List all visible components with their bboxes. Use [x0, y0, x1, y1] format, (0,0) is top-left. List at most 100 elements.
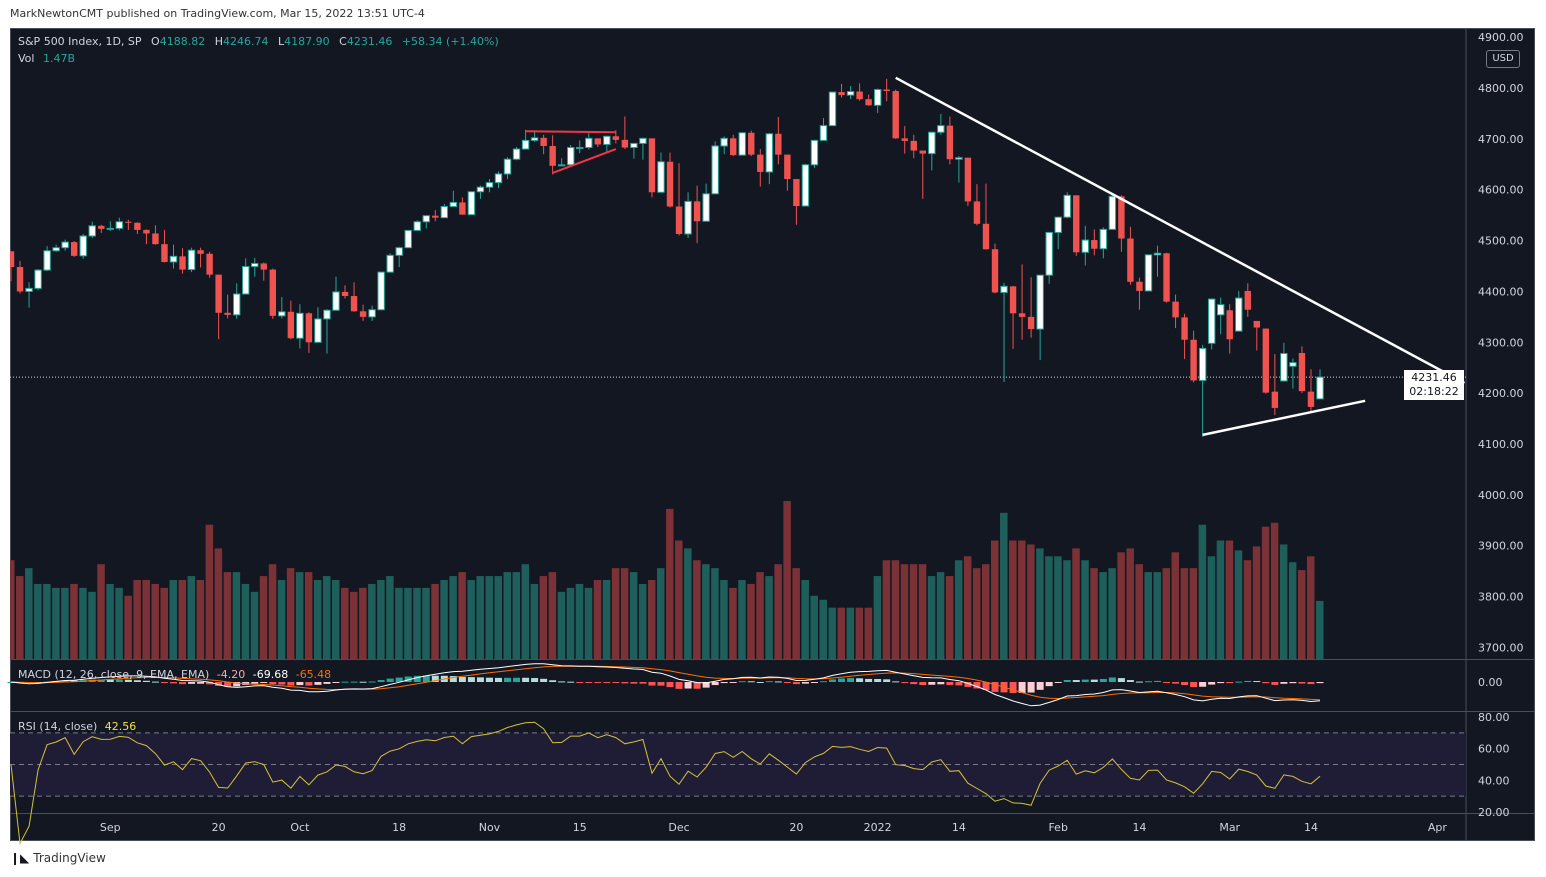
- candle: [125, 219, 132, 230]
- candle-body: [449, 201, 458, 208]
- macd-title[interactable]: MACD (12, 26, close, 9, EMA, EMA): [18, 668, 210, 681]
- macd-histogram-bar: [1163, 682, 1171, 683]
- candle: [413, 220, 421, 231]
- macd-histogram-bar: [1172, 682, 1180, 684]
- candle: [1136, 277, 1143, 310]
- volume-bar: [142, 580, 150, 659]
- price-axis-label: 3800.00: [1478, 591, 1524, 604]
- candle-body: [215, 274, 222, 313]
- macd-histogram-bar: [133, 680, 141, 682]
- candle: [34, 269, 42, 291]
- candle: [1172, 294, 1179, 329]
- currency-button[interactable]: USD: [1486, 50, 1520, 68]
- candle: [1316, 369, 1324, 400]
- volume-bar: [954, 560, 963, 659]
- volume-bar: [1081, 560, 1089, 659]
- volume-bar: [61, 587, 69, 659]
- candle: [838, 83, 845, 98]
- macd-histogram-bar: [504, 677, 512, 682]
- volume-legend: Vol 1.47B: [18, 52, 75, 65]
- macd-histogram-bar: [278, 682, 286, 685]
- macd-histogram-bar: [856, 678, 864, 682]
- macd-histogram-bar: [305, 682, 313, 686]
- volume-bar: [1162, 568, 1171, 659]
- time-axis-label: 2022: [864, 821, 892, 834]
- vol-label[interactable]: Vol: [18, 52, 35, 65]
- candle: [964, 157, 972, 206]
- candle: [648, 138, 656, 198]
- candle: [883, 78, 890, 102]
- macd-histogram-bar: [97, 679, 105, 682]
- candle: [296, 304, 304, 349]
- tradingview-logo-icon[interactable]: ❙◣: [10, 851, 30, 865]
- candle-body: [260, 263, 267, 270]
- macd-histogram-bar: [413, 675, 421, 682]
- candle-body: [892, 91, 899, 139]
- rsi-axis-label: 60.00: [1478, 743, 1510, 756]
- macd-histogram-bar: [260, 682, 268, 684]
- candle-body: [359, 311, 367, 317]
- macd-histogram-bar: [1199, 682, 1207, 687]
- macd-histogram-bar: [1126, 680, 1134, 682]
- candle-body: [224, 312, 231, 315]
- candle: [937, 113, 945, 135]
- volume-bar: [422, 587, 430, 659]
- volume-bar: [918, 564, 927, 659]
- footer-brand[interactable]: TradingView: [33, 851, 106, 865]
- symbol-title[interactable]: S&P 500 Index, 1D, SP: [18, 35, 142, 48]
- volume-bar: [575, 583, 584, 659]
- macd-histogram-bar: [233, 682, 241, 687]
- volume-bar: [241, 583, 250, 659]
- candle-body: [1036, 274, 1044, 330]
- macd-histogram-bar: [224, 682, 232, 687]
- candle: [621, 116, 629, 150]
- candle: [757, 149, 764, 187]
- macd-histogram-bar: [124, 679, 132, 682]
- candle: [702, 183, 710, 222]
- candle-body: [485, 182, 494, 188]
- candle: [1073, 195, 1080, 256]
- macd-histogram-bar: [1181, 682, 1189, 686]
- volume-bar: [368, 583, 376, 659]
- rsi-value: 42.56: [104, 720, 137, 733]
- macd-histogram-bar: [955, 682, 963, 686]
- candle: [557, 158, 566, 167]
- macd-histogram-bar: [1190, 682, 1198, 687]
- rsi-title[interactable]: RSI (14, close): [18, 720, 98, 733]
- candle: [1244, 283, 1251, 317]
- candle-body: [467, 191, 476, 216]
- candle: [350, 282, 358, 312]
- volume-bar: [440, 580, 448, 659]
- chart-frame[interactable]: [10, 28, 1535, 841]
- volume-bar: [675, 540, 683, 659]
- candle-body: [341, 291, 349, 297]
- volume-bar: [52, 587, 60, 659]
- volume-bar: [620, 568, 629, 659]
- candle-body: [1316, 376, 1324, 400]
- candle: [377, 271, 385, 311]
- candle: [341, 285, 349, 299]
- candle-body: [748, 132, 755, 155]
- high-label: H: [214, 35, 223, 48]
- macd-histogram-bar: [386, 678, 394, 682]
- candle: [1081, 225, 1089, 266]
- candle: [801, 163, 810, 207]
- candle: [287, 300, 295, 340]
- candle: [25, 282, 33, 308]
- candle-body: [296, 312, 304, 339]
- candle: [1018, 264, 1026, 340]
- volume-bar: [1297, 570, 1306, 659]
- volume-bar: [991, 540, 999, 659]
- candle: [1027, 277, 1035, 338]
- volume-bar: [286, 568, 295, 659]
- rsi-axis-label: 20.00: [1478, 806, 1510, 819]
- macd-histogram-bar: [1208, 682, 1216, 685]
- candle-body: [10, 251, 15, 268]
- close-value: 4231.46: [346, 35, 393, 48]
- macd-histogram-bar: [1217, 682, 1225, 684]
- candle: [576, 140, 584, 154]
- volume-bar: [10, 560, 15, 659]
- macd-hist-value: -4.20: [216, 668, 246, 681]
- candle-body: [169, 255, 178, 263]
